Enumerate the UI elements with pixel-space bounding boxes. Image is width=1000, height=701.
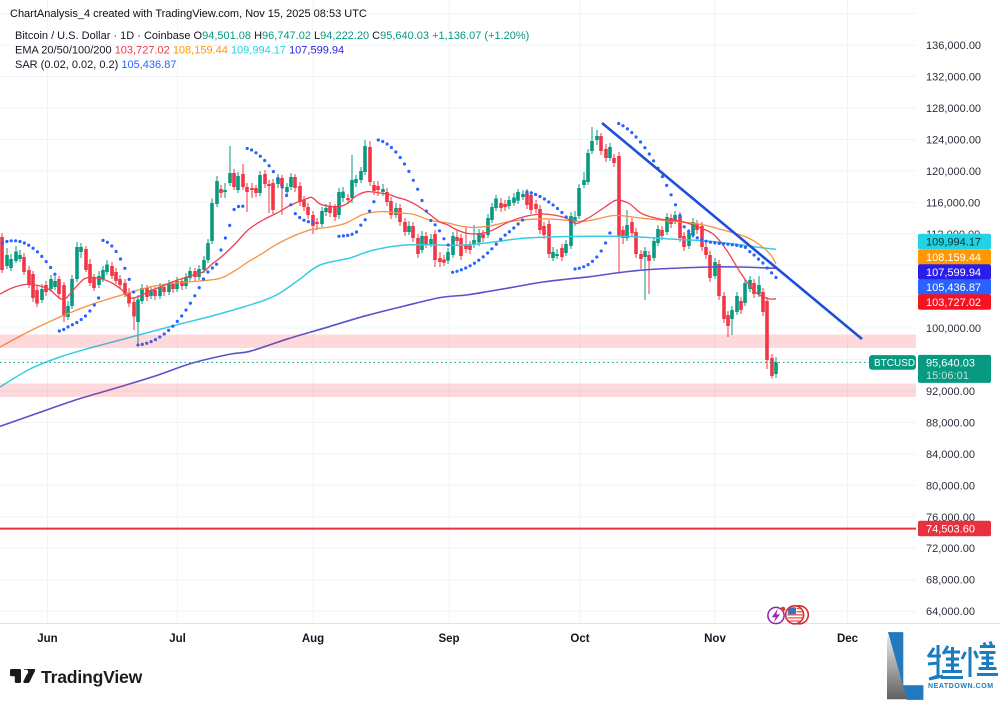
svg-text:Oct: Oct — [570, 633, 589, 645]
svg-text:Sep: Sep — [438, 633, 459, 645]
svg-text:88,000.00: 88,000.00 — [926, 417, 975, 429]
svg-text:Jun: Jun — [37, 633, 57, 645]
svg-text:132,000.00: 132,000.00 — [926, 72, 981, 84]
svg-text:BTCUSD: BTCUSD — [874, 358, 915, 369]
svg-text:SAR (0.02, 0.02, 0.2) 105,436.: SAR (0.02, 0.02, 0.2) 105,436.87 — [15, 59, 176, 71]
svg-text:107,599.94: 107,599.94 — [926, 267, 981, 279]
svg-text:TradingView: TradingView — [41, 667, 143, 687]
svg-text:15:06:01: 15:06:01 — [926, 370, 969, 382]
svg-text:Nov: Nov — [704, 633, 726, 645]
svg-text:136,000.00: 136,000.00 — [926, 40, 981, 52]
svg-text:124,000.00: 124,000.00 — [926, 134, 981, 146]
svg-text:ChartAnalysis_4 created with T: ChartAnalysis_4 created with TradingView… — [10, 8, 367, 20]
svg-text:116,000.00: 116,000.00 — [926, 197, 980, 209]
svg-text:NEATDOWN.COM: NEATDOWN.COM — [928, 683, 994, 690]
svg-text:Jul: Jul — [169, 633, 186, 645]
svg-text:Aug: Aug — [302, 633, 324, 645]
svg-text:Bitcoin / U.S. Dollar · 1D · C: Bitcoin / U.S. Dollar · 1D · Coinbase O9… — [15, 30, 529, 42]
svg-text:108,159.44: 108,159.44 — [926, 252, 981, 264]
svg-text:105,436.87: 105,436.87 — [926, 282, 981, 294]
svg-text:72,000.00: 72,000.00 — [926, 543, 975, 555]
svg-text:EMA 20/50/100/200 103,727.02 1: EMA 20/50/100/200 103,727.02 108,159.44 … — [15, 45, 344, 57]
svg-text:103,727.02: 103,727.02 — [926, 297, 981, 309]
svg-text:95,640.03: 95,640.03 — [926, 357, 975, 369]
svg-text:64,000.00: 64,000.00 — [926, 606, 975, 618]
svg-text:100,000.00: 100,000.00 — [926, 323, 981, 335]
svg-text:80,000.00: 80,000.00 — [926, 480, 975, 492]
svg-text:68,000.00: 68,000.00 — [926, 575, 975, 587]
svg-text:128,000.00: 128,000.00 — [926, 103, 981, 115]
svg-text:Dec: Dec — [837, 633, 859, 645]
svg-text:92,000.00: 92,000.00 — [926, 386, 975, 398]
svg-text:120,000.00: 120,000.00 — [926, 166, 981, 178]
svg-text:109,994.17: 109,994.17 — [926, 236, 981, 248]
svg-text:74,503.60: 74,503.60 — [926, 524, 975, 536]
svg-text:84,000.00: 84,000.00 — [926, 449, 975, 461]
